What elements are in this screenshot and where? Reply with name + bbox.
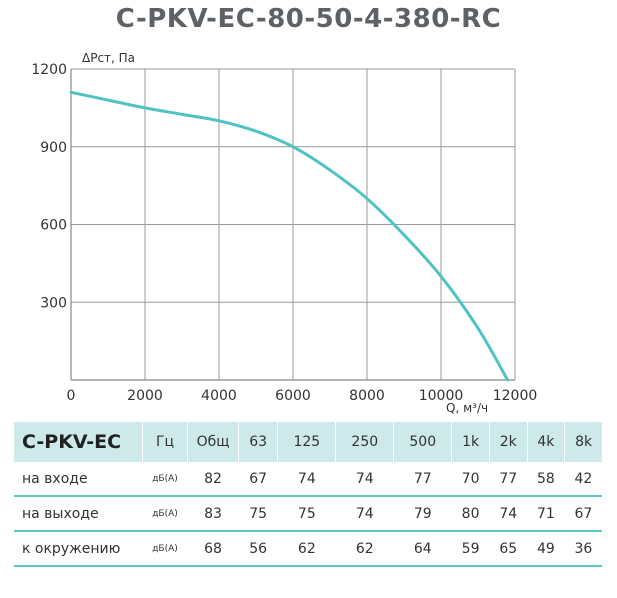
x-tick-label: 10000 — [419, 388, 464, 404]
row-value: 77 — [393, 462, 452, 497]
band-header: 250 — [335, 422, 394, 462]
y-tick-label: 600 — [40, 218, 67, 234]
x-tick-label: 6000 — [275, 388, 311, 404]
model-name: C-PKV-EC — [14, 422, 143, 462]
row-value: 80 — [451, 496, 490, 532]
row-value: 59 — [451, 531, 490, 567]
chart-axes — [70, 69, 515, 381]
row-value: 75 — [277, 496, 336, 532]
chart-tick-labels: 0 2000 4000 6000 8000 10000 12000 300 600 900 1200 — [31, 62, 537, 404]
band-header: 500 — [393, 422, 452, 462]
chart-title: C-PKV-EC-80-50-4-380-RC — [115, 4, 502, 34]
y-tick-label: 300 — [40, 295, 67, 311]
row-label: на выходе — [14, 496, 143, 532]
band-header: 125 — [277, 422, 336, 462]
row-value: 79 — [393, 496, 452, 532]
row-total: 82 — [187, 462, 239, 497]
row-value: 58 — [527, 462, 565, 497]
row-unit: дБ(А) — [142, 462, 188, 497]
row-value: 67 — [564, 496, 602, 532]
x-tick-label: 2000 — [127, 388, 163, 404]
band-header: 8k — [564, 422, 602, 462]
table-row-inlet: на входе дБ(А) 82 67 74 74 77 70 77 58 4… — [14, 462, 602, 497]
chart-series — [69, 90, 510, 382]
y-tick-label: 900 — [40, 140, 67, 156]
row-value: 74 — [335, 462, 394, 497]
row-value: 74 — [335, 496, 394, 532]
row-value: 49 — [527, 531, 565, 567]
band-header: 2k — [488, 422, 528, 462]
row-value: 56 — [238, 531, 278, 567]
chart-grid — [70, 68, 516, 380]
row-value: 67 — [238, 462, 278, 497]
noise-table-header: C-PKV-EC Гц Общ 63 125 250 500 1k 2k 4k … — [14, 422, 602, 462]
row-value: 62 — [335, 531, 394, 567]
row-label: к окружению — [14, 531, 143, 567]
row-value: 36 — [564, 531, 602, 567]
x-tick-label: 12000 — [493, 388, 538, 404]
row-value: 74 — [489, 496, 528, 532]
total-header: Общ — [187, 422, 239, 462]
row-total: 83 — [187, 496, 239, 532]
row-value: 74 — [277, 462, 336, 497]
x-tick-label: 8000 — [349, 388, 385, 404]
x-tick-label: 4000 — [201, 388, 237, 404]
band-header: 63 — [237, 422, 278, 462]
noise-table: C-PKV-EC Гц Общ 63 125 250 500 1k 2k 4k … — [14, 422, 602, 567]
row-value: 62 — [277, 531, 336, 567]
row-value: 65 — [489, 531, 528, 567]
hz-header: Гц — [142, 422, 188, 462]
row-value: 64 — [393, 531, 452, 567]
x-tick-label: 0 — [67, 388, 76, 404]
row-total: 68 — [187, 531, 239, 567]
row-value: 71 — [527, 496, 565, 532]
row-label: на входе — [14, 462, 143, 497]
y-axis-label: ΔРст, Па — [82, 51, 135, 65]
pressure-flow-chart: 0 2000 4000 6000 8000 10000 12000 300 600 900 1200… — [31, 51, 537, 415]
y-tick-label: 1200 — [31, 62, 67, 78]
x-axis-label: Q, м³/ч — [446, 401, 488, 415]
band-header: 1k — [451, 422, 490, 462]
row-value: 70 — [451, 462, 490, 497]
row-value: 75 — [238, 496, 278, 532]
row-unit: дБ(А) — [142, 531, 188, 567]
band-header: 4k — [526, 422, 565, 462]
row-unit: дБ(А) — [142, 496, 188, 532]
row-value: 42 — [564, 462, 602, 497]
table-row-surroundings: к окружению дБ(А) 68 56 62 62 64 59 65 4… — [14, 531, 602, 567]
table-row-outlet: на выходе дБ(А) 83 75 75 74 79 80 74 71 … — [14, 496, 602, 532]
series-line — [69, 90, 510, 382]
row-value: 77 — [489, 462, 528, 497]
